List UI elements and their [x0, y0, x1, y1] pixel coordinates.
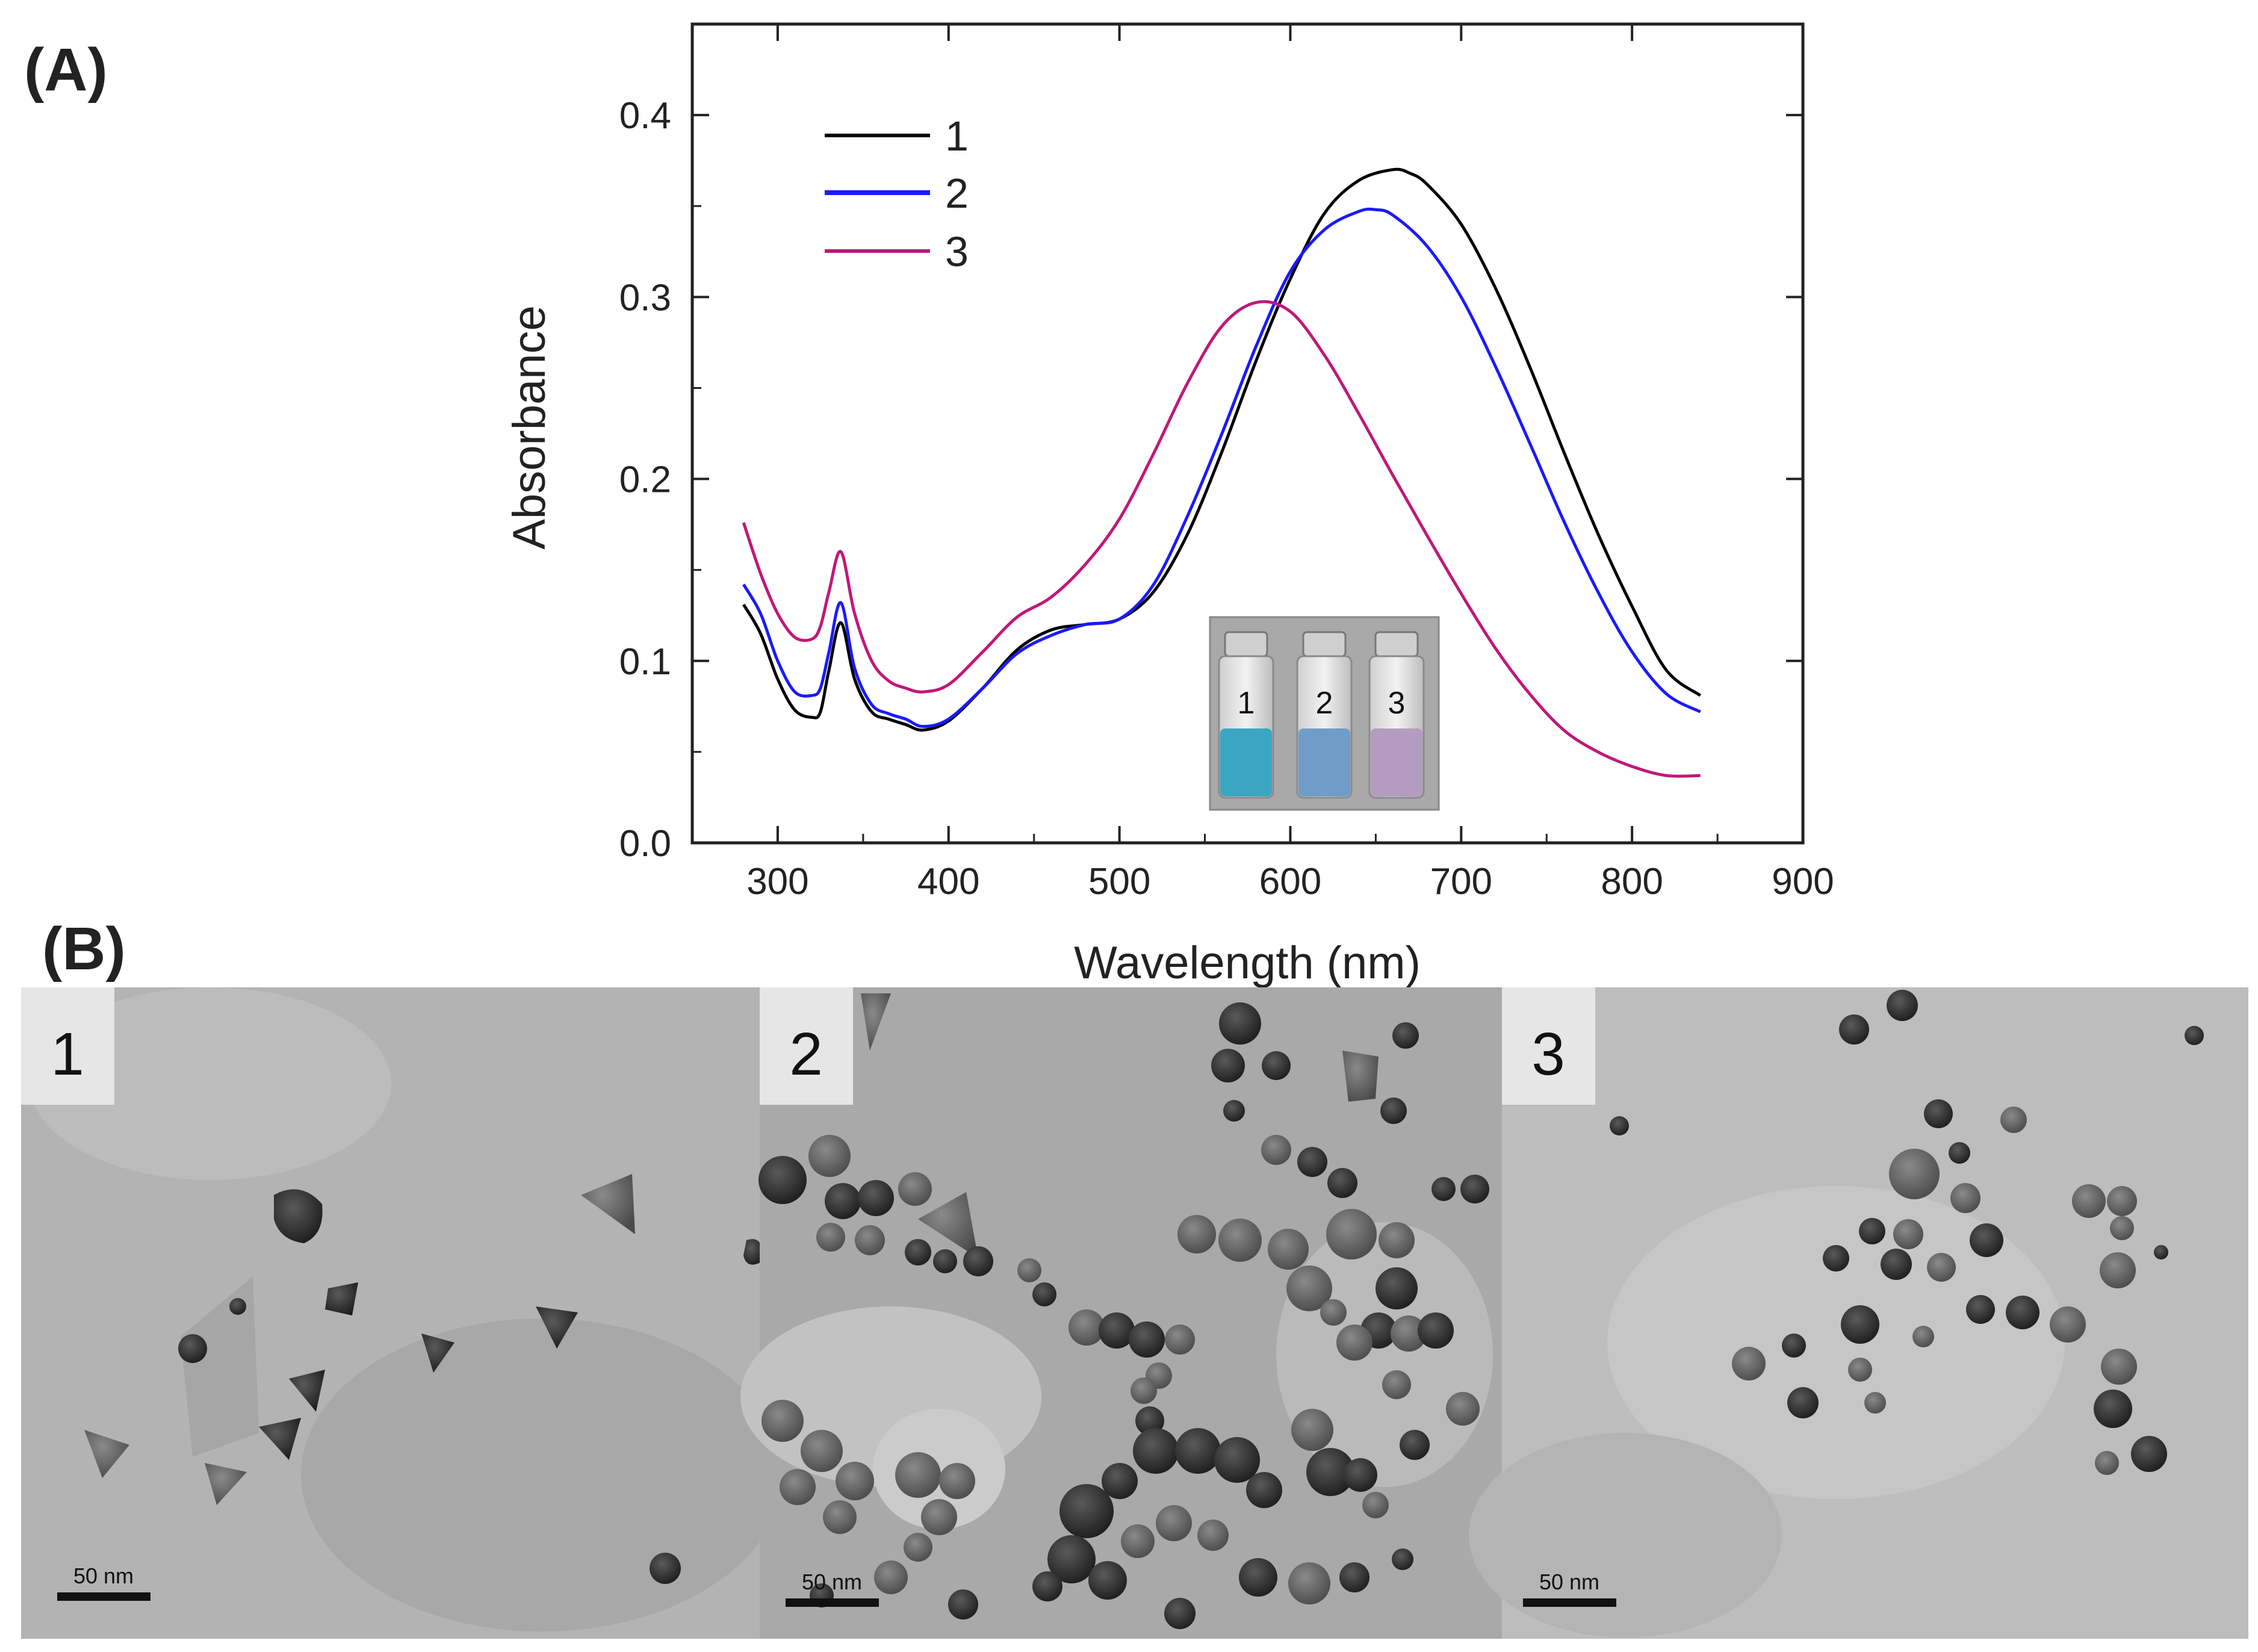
vial-1: 1 — [1218, 631, 1274, 799]
panel-a-label: (A) — [24, 36, 108, 104]
tem-2-label: 2 — [789, 1020, 823, 1088]
vial-1-liquid — [1220, 728, 1272, 796]
tem-3-particles — [1610, 990, 2204, 1475]
x-tick-label-600: 600 — [1259, 861, 1321, 902]
y-axis-title: Absorbance — [504, 305, 555, 550]
x-axis-ticks: 300 400 500 600 700 800 900 — [691, 24, 1834, 902]
x-tick-label-800: 800 — [1601, 861, 1663, 902]
legend-label-2: 2 — [945, 170, 969, 217]
series-2-line — [742, 207, 1701, 728]
y-tick-label-4: 0.4 — [619, 95, 671, 137]
y-tick-label-1: 0.1 — [619, 641, 671, 683]
tem-1-label-box — [21, 987, 114, 1105]
tem-images: 1 50 nm — [21, 987, 2248, 1639]
vial-3-liquid — [1371, 728, 1422, 796]
tem-panel-3: 3 50 nm — [1469, 987, 2248, 1639]
series-layer — [742, 167, 1702, 778]
tem-1-scale-label: 50 nm — [73, 1564, 134, 1588]
series-1-line — [742, 167, 1702, 732]
vial-3: 3 — [1368, 631, 1425, 799]
tem-3-scale-bar — [1523, 1598, 1616, 1607]
tem-2-label-box — [760, 987, 853, 1105]
tem-1-scale-bar — [57, 1592, 150, 1601]
y-tick-label-3: 0.3 — [619, 277, 671, 318]
legend-label-3: 3 — [945, 228, 969, 275]
tem-3-scale-label: 50 nm — [1539, 1570, 1599, 1594]
x-tick-label-700: 700 — [1430, 861, 1492, 902]
tem-2-scale-label: 50 nm — [802, 1570, 862, 1594]
x-axis-title: Wavelength (nm) — [1074, 937, 1421, 989]
y-axis-ticks: 0.0 0.1 0.2 0.3 0.4 — [619, 23, 1803, 865]
x-tick-label-500: 500 — [1088, 861, 1150, 902]
tem-3-label-box — [1502, 987, 1595, 1105]
series-3-line — [742, 300, 1701, 778]
legend-label-1: 1 — [945, 113, 969, 160]
x-tick-label-900: 900 — [1772, 861, 1834, 902]
tem-2-scale-bar — [786, 1598, 879, 1607]
tem-1-label: 1 — [51, 1020, 84, 1088]
vial-2: 2 — [1296, 631, 1353, 799]
legend: 1 2 3 — [825, 113, 969, 275]
tem-3-label: 3 — [1531, 1020, 1565, 1088]
y-tick-label-2: 0.2 — [619, 459, 671, 501]
vial-1-label: 1 — [1238, 686, 1255, 721]
tem-panel-2: 2 50 nm — [740, 987, 1503, 1639]
x-tick-label-300: 300 — [746, 861, 808, 902]
tem-2-particles — [758, 993, 1489, 1629]
absorbance-chart: 300 400 500 600 700 800 900 0.0 0.1 0.2 0.3 0.4 Wa… — [504, 22, 1834, 989]
tem-1-particles — [84, 1174, 763, 1584]
tem-panel-1: 1 50 nm — [21, 987, 783, 1639]
vial-3-label: 3 — [1388, 686, 1406, 721]
x-tick-label-400: 400 — [917, 861, 979, 902]
inset-vials-photo: 1 2 3 — [1209, 616, 1440, 811]
plot-frame — [690, 22, 1805, 845]
vial-2-label: 2 — [1316, 686, 1333, 721]
y-tick-label-0: 0.0 — [619, 823, 671, 865]
vial-2-liquid — [1298, 728, 1350, 796]
panel-b-label: (B) — [42, 915, 126, 983]
